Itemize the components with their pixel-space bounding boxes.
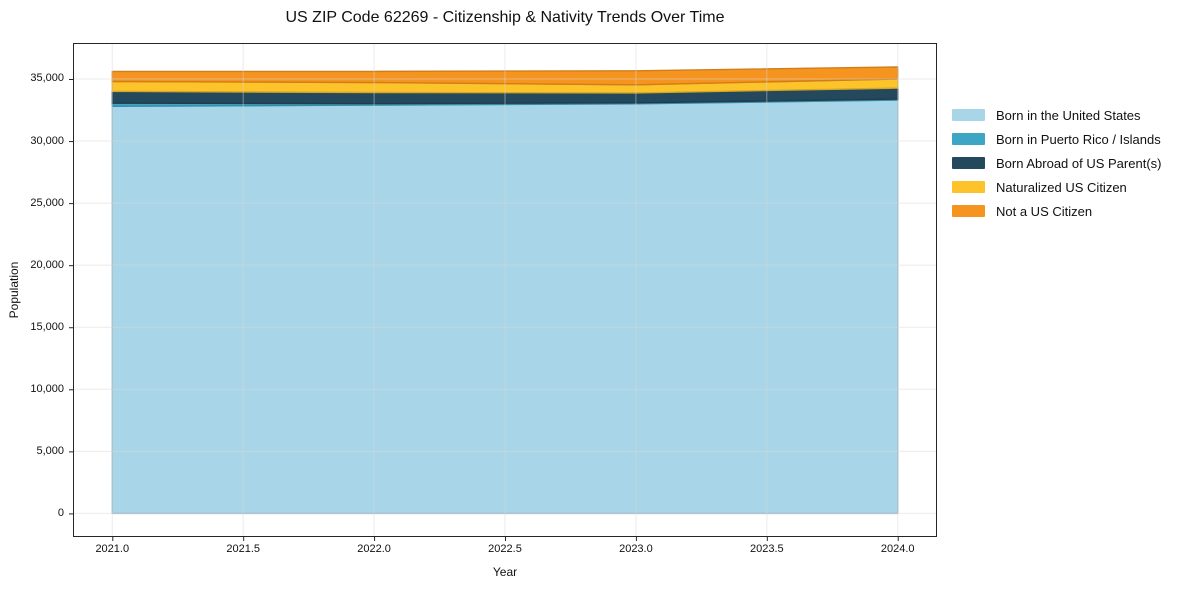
legend-swatch [952, 205, 985, 217]
chart-title: US ZIP Code 62269 - Citizenship & Nativi… [285, 9, 725, 26]
legend-label: Born in Puerto Rico / Islands [996, 131, 1161, 147]
x-tick-label: 2022.0 [357, 543, 391, 555]
x-tick-label: 2024.0 [880, 543, 915, 555]
legend-item: Born in Puerto Rico / Islands [952, 127, 1161, 151]
legend-item: Born Abroad of US Parent(s) [952, 151, 1161, 175]
legend-item: Not a US Citizen [952, 199, 1161, 223]
x-tick-label: 2021.5 [226, 543, 260, 555]
legend-swatch [952, 133, 985, 145]
legend-item: Naturalized US Citizen [952, 175, 1161, 199]
x-tick-label: 2022.5 [488, 543, 522, 555]
y-tick-label: 0 [57, 506, 64, 519]
y-tick-label: 15,000 [30, 320, 64, 333]
legend-swatch [952, 181, 985, 193]
y-tick-label: 35,000 [30, 72, 64, 85]
legend: Born in the United States Born in Puerto … [952, 103, 1161, 223]
y-tick-label: 25,000 [30, 196, 64, 209]
legend-label: Not a US Citizen [996, 203, 1093, 219]
legend-item: Born in the United States [952, 103, 1161, 127]
legend-label: Born Abroad of US Parent(s) [996, 155, 1162, 171]
legend-swatch [952, 157, 985, 169]
y-tick-label: 30,000 [30, 134, 64, 147]
x-axis-label: Year [492, 565, 518, 579]
y-tick-label: 5,000 [36, 444, 64, 457]
legend-label: Naturalized US Citizen [996, 179, 1127, 195]
legend-label: Born in the United States [996, 107, 1141, 123]
plot-frame [73, 43, 937, 537]
y-tick-label: 10,000 [30, 382, 64, 395]
y-tick-label: 20,000 [30, 258, 64, 271]
x-tick-label: 2023.0 [619, 543, 653, 555]
legend-swatch [952, 109, 985, 121]
x-tick-label: 2021.0 [95, 543, 130, 555]
x-tick-label: 2023.5 [749, 543, 784, 555]
